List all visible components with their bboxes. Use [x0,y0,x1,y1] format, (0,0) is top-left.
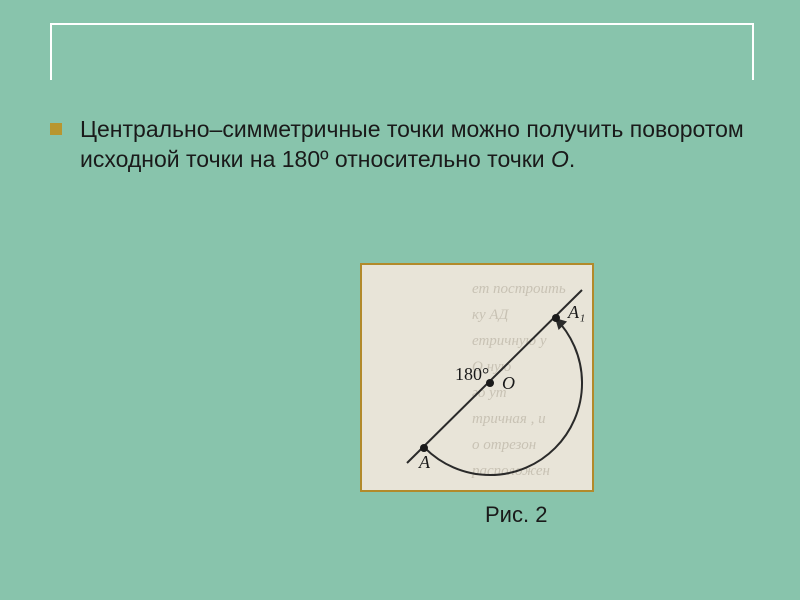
svg-text:ку АД: ку АД [472,307,510,323]
content-area: Центрально–симметричные точки можно полу… [50,115,750,175]
bullet-icon [50,123,62,135]
slide-frame [50,23,754,80]
svg-text:A: A [418,452,431,472]
bullet-paragraph: Центрально–симметричные точки можно полу… [50,115,750,175]
slide: Центрально–симметричные точки можно полу… [0,0,800,600]
svg-text:A₁: A₁ [567,302,585,322]
geometry-diagram: ет построитьку АДетричную уО нуюго уттри… [362,265,592,490]
svg-text:ет построить: ет построить [472,281,566,297]
svg-text:о отрезон: о отрезон [472,437,536,453]
figure-caption: Рис. 2 [485,502,547,528]
svg-text:расположен: расположен [471,463,550,479]
figure-box: ет построитьку АДетричную уО нуюго уттри… [360,263,594,492]
svg-text:тричная , и: тричная , и [472,411,546,427]
svg-text:O: O [502,373,515,393]
paragraph-part-1: Центрально–симметричные точки можно полу… [80,116,744,172]
paragraph-part-2: . [569,146,575,172]
svg-text:180°: 180° [455,364,489,384]
paragraph-emph: О [551,146,569,172]
paragraph-text: Центрально–симметричные точки можно полу… [80,115,750,175]
